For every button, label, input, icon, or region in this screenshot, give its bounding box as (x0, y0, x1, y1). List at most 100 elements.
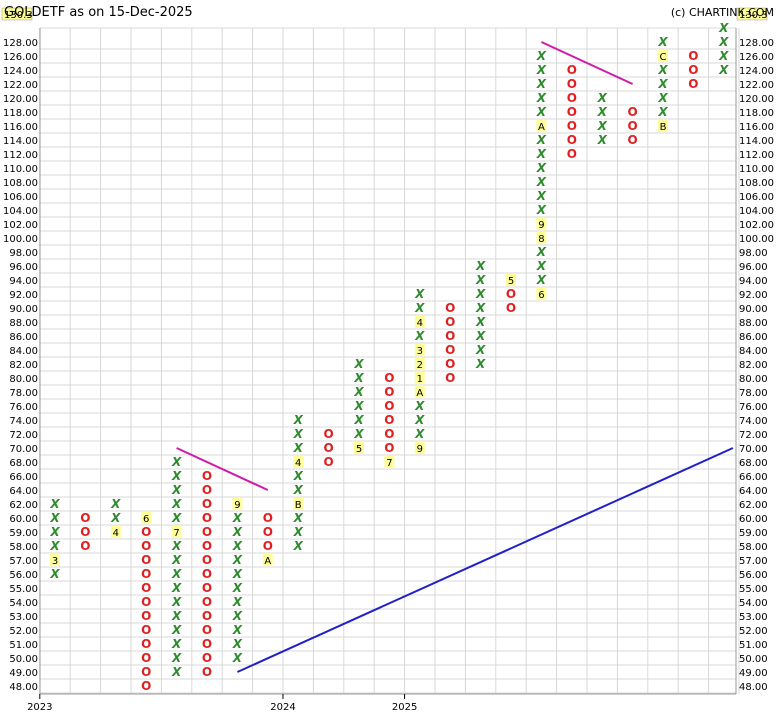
x-mark: X (232, 595, 243, 609)
x-mark: X (718, 35, 729, 49)
y-tick-label: 68.00 (739, 458, 768, 469)
y-tick-label: 118.00 (739, 108, 774, 119)
y-tick-label: 57.00 (739, 556, 768, 567)
o-mark: O (141, 595, 151, 609)
x-mark: X (657, 35, 668, 49)
month-label: 3 (417, 346, 423, 357)
y-tick-label: 66.00 (9, 472, 38, 483)
o-mark: O (384, 371, 394, 385)
x-mark: X (536, 49, 547, 63)
o-mark: O (445, 343, 455, 357)
o-mark: O (80, 511, 90, 525)
o-mark: O (141, 581, 151, 595)
x-mark: X (171, 651, 182, 665)
copyright: (c) CHARTINK.COM (671, 6, 774, 19)
y-tick-label: 64.00 (739, 486, 768, 497)
o-mark: O (141, 553, 151, 567)
month-label: 9 (417, 444, 423, 455)
y-tick-label: 53.00 (9, 612, 38, 623)
y-tick-label: 92.00 (739, 290, 768, 301)
y-tick-label: 50.00 (739, 654, 768, 665)
x-mark: X (49, 525, 60, 539)
y-tick-label: 96.00 (739, 262, 768, 273)
o-mark: O (384, 399, 394, 413)
month-label: 9 (538, 220, 544, 231)
o-mark: O (323, 441, 333, 455)
month-label-bg (506, 274, 516, 286)
o-mark: O (141, 665, 151, 679)
x-mark: X (232, 609, 243, 623)
y-tick-label: 53.00 (739, 612, 768, 623)
y-tick-label: 78.00 (739, 388, 768, 399)
o-mark: O (141, 637, 151, 651)
y-tick-label: 52.00 (9, 626, 38, 637)
month-label: 6 (538, 290, 544, 301)
y-tick-label: 106.00 (739, 192, 774, 203)
x-mark: X (414, 399, 425, 413)
x-mark: X (414, 301, 425, 315)
month-label-bg (414, 344, 425, 356)
y-tick-label: 98.00 (9, 248, 38, 259)
last-price-label-right: 130.3 (739, 10, 768, 21)
x-mark: X (536, 161, 547, 175)
x-mark: X (171, 609, 182, 623)
y-tick-label: 52.00 (739, 626, 768, 637)
x-mark: X (232, 539, 243, 553)
y-tick-label: 102.00 (3, 220, 38, 231)
x-mark: X (232, 651, 243, 665)
x-mark: X (171, 623, 182, 637)
y-tick-label: 74.00 (9, 416, 38, 427)
month-label: 1 (417, 374, 423, 385)
trendline (540, 41, 634, 85)
o-mark: O (384, 385, 394, 399)
y-tick-label: 49.00 (739, 668, 768, 679)
o-mark: O (202, 637, 212, 651)
x-mark: X (718, 63, 729, 77)
y-tick-label: 82.00 (9, 360, 38, 371)
x-mark: X (171, 469, 182, 483)
x-mark: X (293, 413, 304, 427)
x-mark: X (110, 511, 121, 525)
o-mark: O (202, 581, 212, 595)
o-mark: O (202, 525, 212, 539)
x-mark: X (232, 623, 243, 637)
y-tick-label: 128.00 (3, 38, 38, 49)
o-mark: O (202, 623, 212, 637)
x-mark: X (414, 413, 425, 427)
y-tick-label: 84.00 (739, 346, 768, 357)
y-tick-label: 57.00 (9, 556, 38, 567)
x-mark: X (171, 581, 182, 595)
x-mark: X (475, 301, 486, 315)
x-mark: X (597, 133, 608, 147)
x-mark: X (353, 427, 364, 441)
o-mark: O (323, 455, 333, 469)
y-tick-label: 50.00 (9, 654, 38, 665)
month-label-bg (536, 218, 547, 230)
y-tick-label: 102.00 (739, 220, 774, 231)
o-mark: O (567, 63, 577, 77)
o-mark: O (627, 119, 637, 133)
month-label: B (295, 500, 302, 511)
x-mark: X (536, 133, 547, 147)
month-label-bg (293, 456, 304, 468)
x-mark: X (232, 637, 243, 651)
x-mark: X (232, 581, 243, 595)
o-mark: O (323, 427, 333, 441)
y-tick-label: 86.00 (9, 332, 38, 343)
x-mark: X (536, 77, 547, 91)
y-tick-label: 49.00 (9, 668, 38, 679)
x-mark: X (657, 63, 668, 77)
month-label: 8 (538, 234, 544, 245)
x-mark: X (293, 539, 304, 553)
y-tick-label: 104.00 (739, 206, 774, 217)
o-mark: O (567, 133, 577, 147)
x-mark: X (657, 105, 668, 119)
x-mark: X (353, 413, 364, 427)
y-tick-label: 114.00 (3, 136, 38, 147)
x-axis: 2023 2024 2025 (27, 694, 417, 713)
y-tick-label: 98.00 (739, 248, 768, 259)
y-tick-label: 100.00 (739, 234, 774, 245)
month-label-bg (658, 50, 668, 62)
o-mark: O (141, 539, 151, 553)
o-mark: O (202, 511, 212, 525)
